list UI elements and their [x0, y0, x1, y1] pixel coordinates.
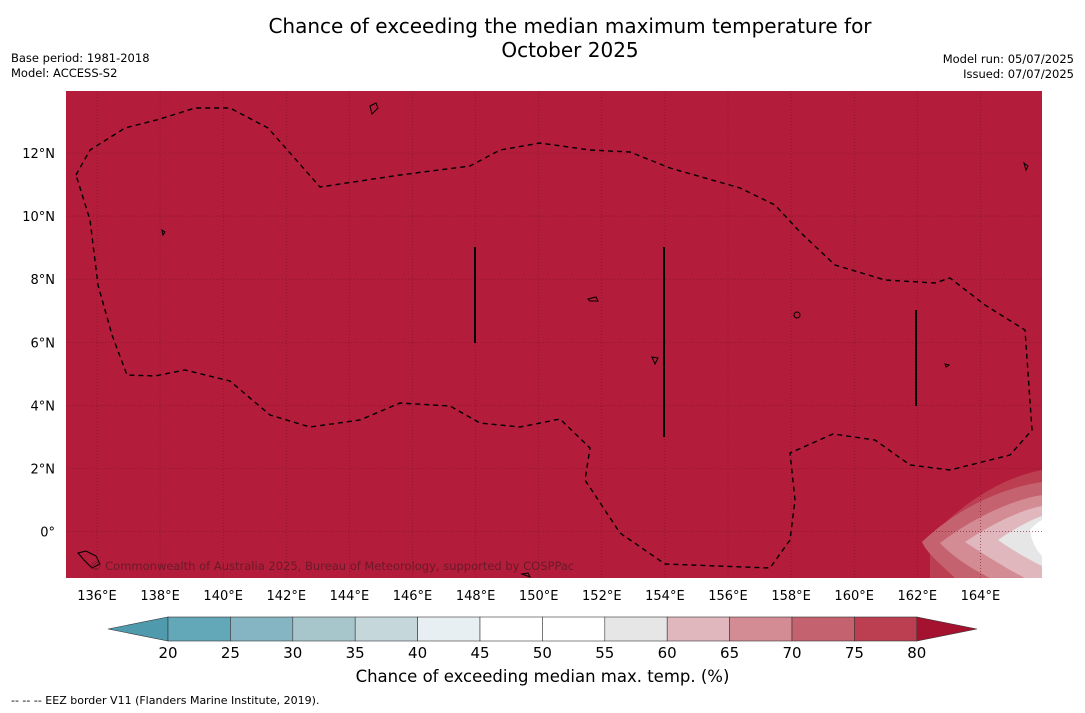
y-tick-label: 8°N [31, 273, 56, 288]
colorbar-tick: 75 [845, 644, 864, 662]
boundary-segments [474, 247, 917, 437]
colorbar-segment [292, 616, 356, 642]
island-5 [944, 363, 951, 368]
x-tick-label: 150°E [519, 589, 559, 604]
meta-right: Model run: 05/07/2025 Issued: 07/07/2025 [943, 52, 1074, 81]
copyright-notice: © Commonwealth of Australia 2025, Bureau… [90, 559, 574, 573]
colorbar-tick-labels: 20 25 30 35 40 45 50 55 60 65 70 75 80 [158, 644, 926, 662]
x-tick-label: 144°E [330, 589, 370, 604]
y-tick-label: 10°N [22, 210, 55, 225]
x-tick-label: 148°E [456, 589, 496, 604]
probability-contours [922, 470, 1042, 578]
colorbar-segment [417, 616, 481, 642]
colorbar-tick: 65 [720, 644, 739, 662]
model-name: Model: ACCESS-S2 [11, 65, 118, 80]
x-tick-label: 140°E [203, 589, 243, 604]
colorbar-segment [542, 616, 606, 642]
colorbar-tick: 45 [470, 644, 489, 662]
x-tick-label: 152°E [582, 589, 622, 604]
x-tick-label: 164°E [961, 589, 1001, 604]
x-tick-label: 160°E [834, 589, 874, 604]
colorbar-tick: 35 [346, 644, 365, 662]
issued-date: Issued: 07/07/2025 [963, 66, 1074, 81]
x-tick-label: 156°E [708, 589, 748, 604]
map-title: Chance of exceeding the median maximum t… [0, 14, 1085, 62]
island-4 [793, 311, 801, 319]
map-plot-area [66, 91, 1042, 578]
colorbar-segment [167, 616, 231, 642]
island-2 [161, 228, 166, 237]
meta-left: Base period: 1981-2018 Model: ACCESS-S2 [11, 51, 150, 80]
colorbar-tick: 40 [408, 644, 427, 662]
colorbar-under-arrow [107, 616, 169, 642]
x-axis-labels: 136°E 138°E 140°E 142°E 144°E 146°E 148°E 150°E… [77, 589, 1000, 604]
y-axis-labels: 12°N 10°N 8°N 6°N 4°N 2°N 0° [22, 147, 55, 541]
x-tick-label: 142°E [267, 589, 307, 604]
colorbar-segment [354, 616, 418, 642]
footer-note: -- -- -- EEZ border V11 (Flanders Marine… [11, 694, 320, 707]
contour-55 [998, 516, 1042, 566]
island-6 [651, 356, 659, 366]
colorbar-segment [230, 616, 294, 642]
x-tick-label: 154°E [645, 589, 685, 604]
island-1 [369, 102, 379, 115]
eez-border [75, 107, 1033, 569]
colorbar-tick: 80 [907, 644, 926, 662]
colorbar-label: Chance of exceeding median max. temp. (%… [355, 667, 730, 686]
title-line-2: October 2025 [501, 38, 639, 62]
title-line-1: Chance of exceeding the median maximum t… [268, 14, 872, 38]
colorbar-segment [666, 616, 730, 642]
island-8 [520, 572, 532, 578]
islands [77, 102, 1029, 578]
x-tick-label: 136°E [77, 589, 117, 604]
colorbar-tick: 55 [595, 644, 614, 662]
y-tick-label: 4°N [31, 399, 56, 414]
colorbar-tick: 30 [283, 644, 302, 662]
contour-50 [1030, 520, 1042, 556]
gridlines [66, 91, 1042, 578]
colorbar-segment [854, 616, 918, 642]
colorbar-tick: 20 [158, 644, 177, 662]
island-9 [1023, 161, 1029, 172]
x-tick-label: 162°E [898, 589, 938, 604]
y-tick-label: 0° [40, 526, 55, 541]
colorbar-segment [479, 616, 543, 642]
colorbar-tick: 70 [782, 644, 801, 662]
y-tick-label: 2°N [31, 463, 56, 478]
colorbar-tick: 25 [221, 644, 240, 662]
colorbar [107, 616, 978, 642]
island-7 [77, 550, 101, 569]
colorbar-segment [791, 616, 855, 642]
base-period: Base period: 1981-2018 [11, 51, 150, 65]
island-3 [587, 296, 599, 302]
y-tick-label: 6°N [31, 336, 56, 351]
y-tick-label: 12°N [22, 147, 55, 162]
colorbar-over-arrow [916, 616, 978, 642]
colorbar-segment [604, 616, 668, 642]
colorbar-tick: 60 [658, 644, 677, 662]
model-run: Model run: 05/07/2025 [942, 52, 1074, 66]
colorbar-segment [729, 616, 793, 642]
x-tick-label: 158°E [771, 589, 811, 604]
x-tick-label: 138°E [140, 589, 180, 604]
colorbar-tick: 50 [533, 644, 552, 662]
x-tick-label: 146°E [393, 589, 433, 604]
